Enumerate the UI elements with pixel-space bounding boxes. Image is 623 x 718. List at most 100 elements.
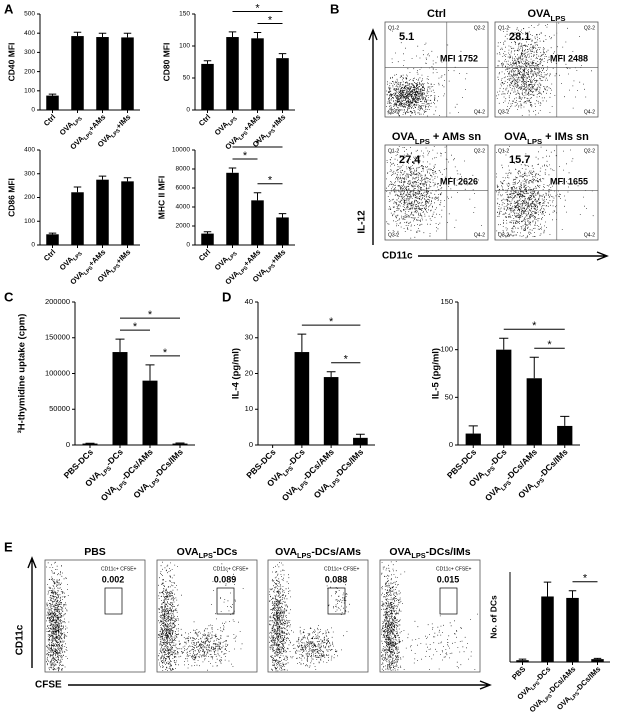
error-bar [560,415,570,426]
y-tick-label: 0 [449,440,453,449]
significance-label: * [133,321,138,333]
y-tick-label: 2000 [176,223,191,230]
error-bar [228,167,237,173]
x-tick-label: Ctrl [197,112,213,128]
significance-label: * [255,138,260,150]
y-tick-label: 100 [179,43,190,50]
y-tick-label: 200 [24,194,35,201]
bar [276,58,289,110]
quadrant-label: Q3-2 [498,232,509,238]
flow-percent: 28.1 [509,31,530,43]
significance-label: * [255,2,260,14]
error-bar [593,657,602,660]
quadrant-label: Q2-2 [584,25,595,31]
quadrant-label: Q1-2 [498,148,509,154]
significance-label: * [268,175,273,187]
error-bar [123,177,132,182]
error-bar [228,31,237,38]
y-tick-label: 0 [249,440,253,449]
bar [112,352,128,445]
bar [226,37,239,110]
dot-cloud [158,561,244,671]
panel-letter: A [4,1,14,16]
bar [541,596,554,662]
bar [557,425,573,445]
y-tick-label: 0 [66,440,70,449]
flow-y-label: IL-12 [357,210,368,234]
x-tick-label: OVALPS [58,112,85,139]
error-bar [203,60,212,64]
flow-plot-frame [494,144,599,241]
quadrant-label: Q1-2 [388,148,399,154]
quadrant-label: Q3-2 [388,109,399,115]
x-arrow [68,680,492,690]
quadrant-label: Q1-2 [388,25,399,31]
quadrant-label: Q3-2 [388,232,399,238]
flow-percent: 0.015 [437,574,460,584]
error-bar [73,186,82,193]
y-arrow [27,556,37,668]
error-bar [253,32,262,39]
flow-percent: 0.088 [325,574,348,584]
bar [566,597,579,662]
y-tick-label: 6000 [176,185,191,192]
gate-label: CD11c+ CFSE+ [101,566,137,572]
bar [201,63,214,110]
x-tick-label: PBS [510,664,527,681]
flow-mfi: MFI 1655 [550,176,588,186]
flow-plot-frame [44,559,146,673]
bar [516,660,529,662]
x-tick-label: Ctrl [42,112,58,128]
y-axis-label: IL-4 (pg/ml) [231,348,242,399]
y-tick-label: 300 [24,49,35,56]
x-tick-label: OVALPS-DCs/AMs [99,447,157,505]
error-bar [543,581,552,597]
bar [465,433,481,445]
bar [353,437,368,445]
y-tick-label: 50 [445,392,453,401]
quadrant-label: Q4-2 [474,109,485,115]
bar [71,36,84,110]
x-arrow [418,251,609,261]
y-tick-label: 200000 [45,297,70,306]
flow-percent: 27.4 [399,154,421,166]
x-tick-label: Ctrl [197,247,213,263]
bar [96,37,109,110]
significance-label: * [268,14,273,26]
x-tick-label: OVALPS [213,247,240,274]
bar [201,233,214,245]
flow-title: OVALPS-DCs/AMs [275,546,361,561]
y-tick-label: 150 [440,297,453,306]
significance-label: * [583,573,588,585]
error-bar [518,658,527,661]
bar [276,217,289,245]
panel-letter: C [4,289,14,304]
y-tick-label: 400 [24,30,35,37]
gate-label: CD11c+ CFSE+ [436,566,472,572]
y-tick-label: 200 [24,68,35,75]
quadrant-label: Q3-2 [498,109,509,115]
flow-percent: 0.089 [214,574,237,584]
dot-cloud [46,561,70,672]
bar [82,443,98,445]
flow-plot-frame [267,559,369,673]
bar [591,659,604,662]
y-tick-label: 100 [24,88,35,95]
bar [121,37,134,111]
y-tick-label: 100000 [45,368,70,377]
gate-label: CD11c+ CFSE+ [324,566,360,572]
y-tick-label: 30 [245,333,253,342]
flow-title: OVALPS-DCs/IMs [389,546,470,561]
quadrant-label: Q4-2 [584,109,595,115]
y-axis-label: No. of DCs [488,595,498,639]
gate [327,587,346,615]
y-tick-label: 0 [186,242,190,249]
y-tick-label: 0 [186,107,190,114]
gate [439,587,458,615]
quadrant-label: Q2-2 [474,25,485,31]
bar [496,349,512,445]
flow-mfi: MFI 2488 [550,53,588,63]
flow-x-label: CFSE [35,680,62,691]
significance-label: * [344,354,349,366]
